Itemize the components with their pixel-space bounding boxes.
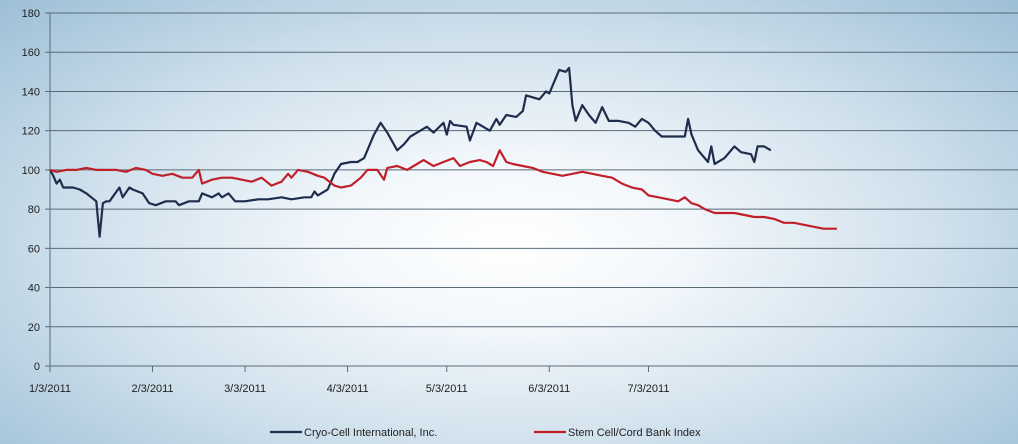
x-tick-label: 3/3/2011 bbox=[224, 383, 266, 395]
x-tick-label: 1/3/2011 bbox=[29, 383, 71, 395]
series-lines bbox=[49, 66, 837, 238]
axes: 0 20 40 60 80 100 120 140 160 180 1/3/2011 2/3/2011… bbox=[22, 8, 1018, 395]
x-tick-label: 2/3/2011 bbox=[131, 383, 173, 395]
y-tick-label: 80 bbox=[28, 204, 40, 216]
y-tick-label: 60 bbox=[28, 243, 40, 255]
y-tick-label: 0 bbox=[34, 361, 40, 373]
x-tick-label: 4/3/2011 bbox=[327, 383, 369, 395]
y-tick-label: 140 bbox=[22, 86, 40, 98]
series-line-2 bbox=[49, 149, 837, 230]
x-tick-label: 5/3/2011 bbox=[426, 383, 468, 395]
x-tick-label: 7/3/2011 bbox=[627, 383, 669, 395]
y-tick-label: 100 bbox=[22, 165, 40, 177]
gridlines bbox=[50, 12, 1018, 328]
y-tick-label: 120 bbox=[22, 126, 40, 138]
y-tick-label: 40 bbox=[28, 283, 40, 295]
series-line-1 bbox=[49, 66, 772, 238]
y-tick-label: 180 bbox=[22, 8, 40, 20]
legend-label: Cryo-Cell International, Inc. bbox=[304, 427, 437, 439]
y-tick-label: 160 bbox=[22, 47, 40, 59]
legend-label: Stem Cell/Cord Bank Index bbox=[568, 427, 701, 439]
y-tick-label: 20 bbox=[28, 322, 40, 334]
legend: Cryo-Cell International, Inc. Stem Cell/C… bbox=[270, 427, 701, 439]
x-tick-label: 6/3/2011 bbox=[528, 383, 570, 395]
